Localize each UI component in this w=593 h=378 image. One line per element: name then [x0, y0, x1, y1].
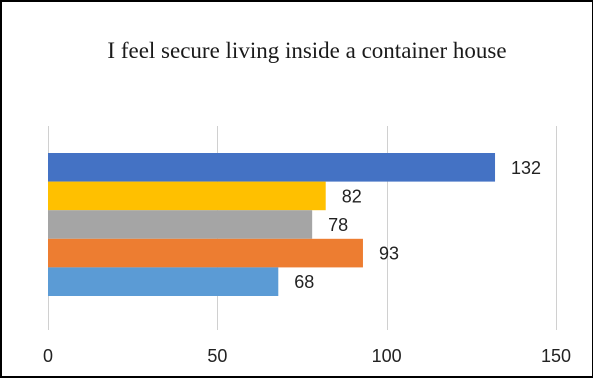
x-tick-label-50: 50 — [207, 346, 227, 366]
x-tick-label-150: 150 — [541, 346, 571, 366]
bar-4 — [48, 238, 363, 268]
bar-1 — [48, 153, 496, 182]
data-label-1: 132 — [511, 158, 541, 178]
bar-3 — [48, 210, 313, 239]
data-labels: 132 82 78 93 68 — [294, 158, 541, 292]
x-tick-label-0: 0 — [43, 346, 53, 366]
data-label-4: 93 — [379, 244, 399, 264]
data-label-2: 82 — [342, 186, 362, 206]
bars — [48, 153, 496, 296]
bar-5 — [48, 267, 279, 296]
data-label-3: 78 — [328, 215, 348, 235]
chart-title: I feel secure living inside a container … — [107, 38, 507, 63]
bar-2 — [48, 181, 326, 211]
x-axis-tick-labels: 0 50 100 150 — [43, 346, 571, 366]
data-label-5: 68 — [294, 272, 314, 292]
x-tick-label-100: 100 — [372, 346, 402, 366]
